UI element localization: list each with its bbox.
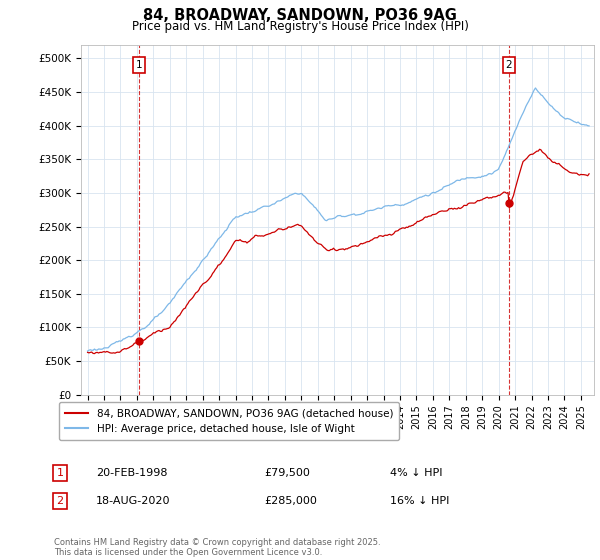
Text: £79,500: £79,500 bbox=[264, 468, 310, 478]
Text: 1: 1 bbox=[56, 468, 64, 478]
Text: 2: 2 bbox=[506, 60, 512, 70]
Text: 4% ↓ HPI: 4% ↓ HPI bbox=[390, 468, 443, 478]
Text: 84, BROADWAY, SANDOWN, PO36 9AG: 84, BROADWAY, SANDOWN, PO36 9AG bbox=[143, 8, 457, 24]
Text: 16% ↓ HPI: 16% ↓ HPI bbox=[390, 496, 449, 506]
Text: £285,000: £285,000 bbox=[264, 496, 317, 506]
Legend: 84, BROADWAY, SANDOWN, PO36 9AG (detached house), HPI: Average price, detached h: 84, BROADWAY, SANDOWN, PO36 9AG (detache… bbox=[59, 402, 400, 440]
Text: Price paid vs. HM Land Registry's House Price Index (HPI): Price paid vs. HM Land Registry's House … bbox=[131, 20, 469, 32]
Text: Contains HM Land Registry data © Crown copyright and database right 2025.
This d: Contains HM Land Registry data © Crown c… bbox=[54, 538, 380, 557]
Text: 1: 1 bbox=[136, 60, 142, 70]
Text: 2: 2 bbox=[56, 496, 64, 506]
Text: 18-AUG-2020: 18-AUG-2020 bbox=[96, 496, 170, 506]
Text: 20-FEB-1998: 20-FEB-1998 bbox=[96, 468, 167, 478]
